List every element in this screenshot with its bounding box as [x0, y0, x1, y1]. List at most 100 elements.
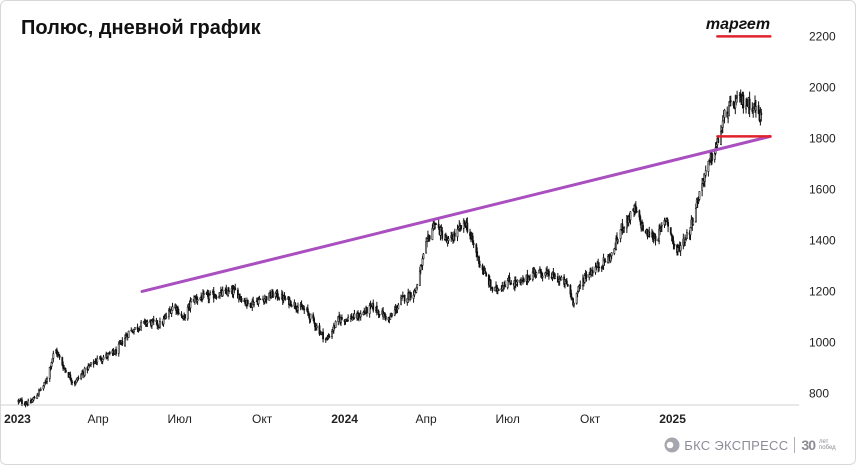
candle-body	[728, 105, 730, 116]
candle-body	[303, 308, 306, 311]
candle-body	[397, 304, 400, 309]
candle-body	[221, 290, 224, 297]
candle-body	[334, 321, 337, 328]
y-tick-label: 2200	[809, 29, 836, 43]
candle-body	[58, 355, 61, 358]
candle-body	[717, 138, 720, 144]
candle-body	[721, 120, 724, 128]
candle-body	[579, 284, 582, 287]
x-tick-label: Июл	[167, 412, 191, 426]
candle-body	[617, 239, 619, 242]
candle-body	[306, 308, 309, 313]
candle-body	[447, 238, 450, 241]
candle-body	[96, 358, 99, 363]
candle-body	[588, 274, 591, 278]
candle-body	[673, 243, 676, 247]
candle-body	[565, 280, 568, 285]
candle-body	[21, 399, 23, 404]
candle-body	[491, 287, 494, 291]
candle-body	[180, 313, 183, 317]
candle-body	[403, 294, 406, 302]
candle-body	[322, 331, 324, 340]
candle-body	[667, 221, 669, 227]
candle-body	[101, 359, 104, 362]
candle-body	[506, 280, 509, 288]
candle-body	[33, 396, 36, 399]
candle-body	[257, 299, 260, 305]
candle-body	[623, 226, 626, 229]
candle-body	[471, 235, 474, 243]
candle-body	[713, 153, 716, 160]
candle-body	[711, 153, 713, 162]
candle-body	[428, 235, 431, 240]
x-tick-label: Окт	[580, 412, 601, 426]
candle-body	[271, 291, 274, 298]
candle-body	[692, 220, 695, 225]
trendline-line	[140, 134, 772, 293]
candle-body	[152, 319, 155, 322]
candle-body	[133, 327, 136, 330]
candle-body	[240, 298, 243, 302]
candle-body	[328, 335, 331, 338]
candle-body	[629, 211, 632, 221]
x-tick-label: 2023	[4, 412, 31, 426]
candle-body	[422, 253, 425, 259]
candle-body	[208, 294, 211, 300]
candle-body	[434, 224, 436, 229]
candle-body	[529, 278, 531, 280]
candle-body	[278, 298, 281, 300]
candle-body	[39, 389, 42, 391]
candle-body	[184, 314, 186, 319]
candle-body	[46, 378, 48, 382]
candle-body	[707, 160, 710, 172]
candle-body	[760, 112, 763, 116]
candle-body	[146, 321, 149, 324]
candle-body	[591, 270, 594, 274]
bcs-logo-icon	[664, 437, 680, 453]
x-tick-label: 2024	[331, 412, 358, 426]
candle-body	[648, 231, 651, 238]
candle-body	[510, 283, 513, 285]
candle-body	[384, 316, 387, 320]
candle-body	[196, 299, 199, 302]
candle-body	[121, 340, 124, 345]
logo-text: БКС ЭКСПРЕСС	[684, 437, 789, 453]
candle-body	[108, 352, 111, 354]
candle-body	[748, 98, 751, 110]
candle-body	[165, 316, 168, 318]
candle-body	[409, 292, 412, 298]
candle-body	[244, 300, 247, 304]
logo-divider	[794, 437, 796, 453]
candle-body	[83, 367, 86, 376]
candle-body	[478, 264, 481, 266]
candle-body	[77, 377, 80, 379]
candle-body	[642, 224, 644, 231]
candle-body	[156, 320, 159, 326]
candle-body	[535, 272, 538, 276]
candle-body	[127, 330, 130, 338]
candle-body	[566, 283, 569, 287]
candle-body	[694, 208, 697, 223]
x-tick-label: Апр	[416, 412, 438, 426]
bcs-express-logo: БКС ЭКСПРЕСС 30 лет побед	[664, 435, 841, 455]
candle-body	[516, 279, 519, 283]
candle-body	[720, 131, 722, 145]
candle-body	[585, 274, 588, 278]
candle-body	[541, 275, 544, 278]
candle-body	[576, 291, 579, 294]
logo-subtext: лет побед	[819, 439, 836, 451]
candle-body	[124, 337, 126, 346]
candle-body	[140, 321, 143, 328]
candle-body	[686, 232, 688, 239]
candle-body	[418, 270, 421, 286]
y-tick-label: 1400	[809, 233, 836, 247]
x-tick-label: Окт	[252, 412, 273, 426]
candle-body	[74, 382, 77, 384]
candle-body	[90, 362, 92, 366]
candle-body	[485, 272, 488, 277]
x-tick-label: Апр	[88, 412, 110, 426]
candle-body	[234, 287, 237, 291]
candle-body	[421, 258, 424, 266]
